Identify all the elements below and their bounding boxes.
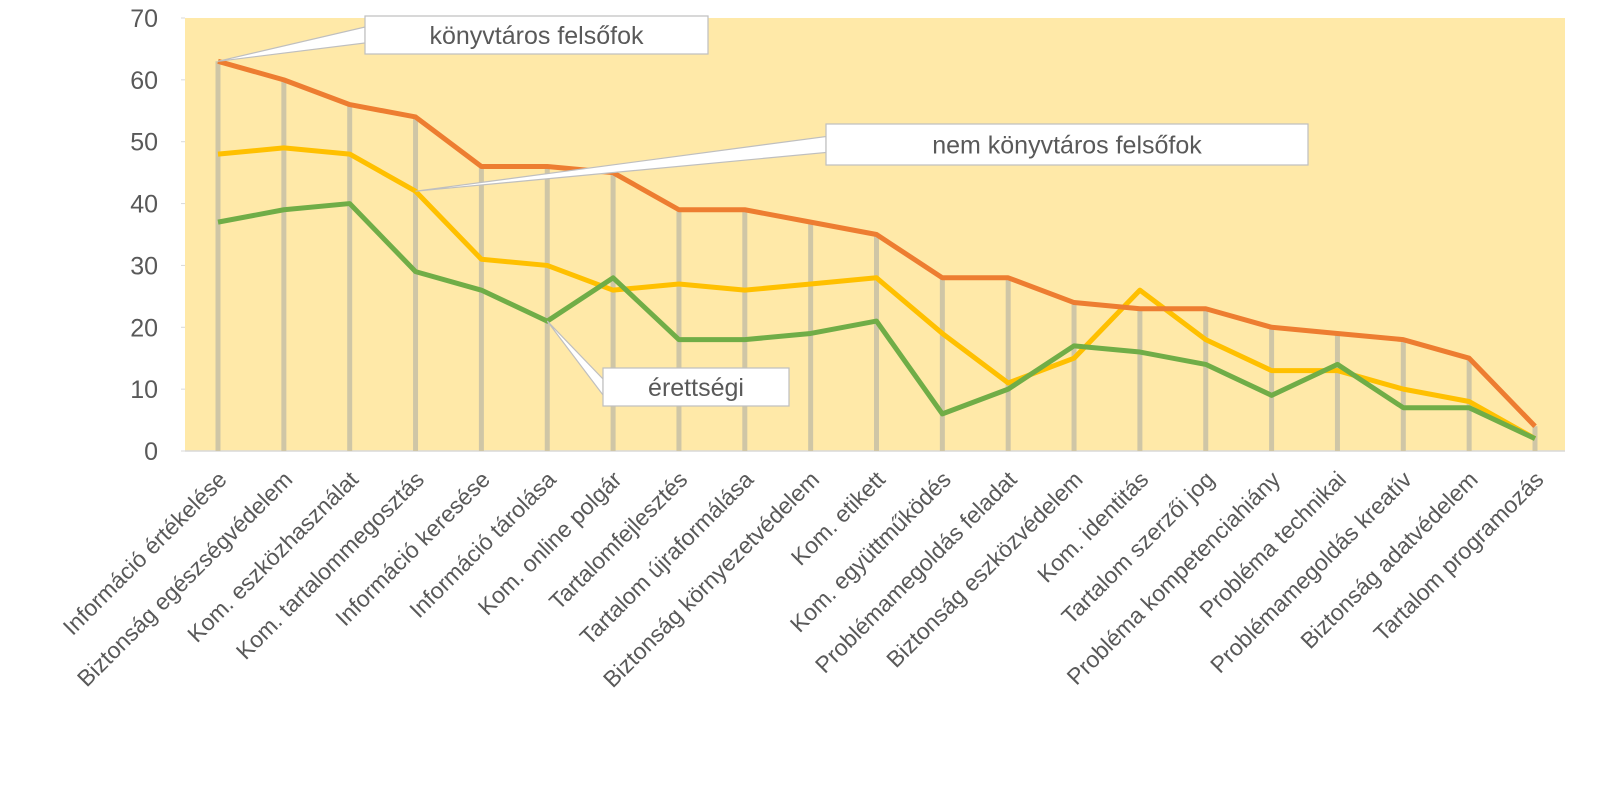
callout-label: nem könyvtáros felsőfok <box>932 132 1202 160</box>
y-tick-label: 30 <box>130 252 158 280</box>
y-tick-label: 50 <box>130 129 158 157</box>
callout-label: érettségi <box>648 374 744 402</box>
series-line <box>217 201 1537 441</box>
callout-label: könyvtáros felsőfok <box>430 22 644 50</box>
y-tick-label: 60 <box>130 67 158 95</box>
callout-box <box>825 123 1309 166</box>
y-tick-label: 20 <box>130 314 158 342</box>
y-tick-label: 10 <box>130 376 158 404</box>
callout-box <box>364 15 709 55</box>
series-line <box>217 58 1537 428</box>
y-tick-label: 40 <box>130 191 158 219</box>
callout-box <box>602 367 790 407</box>
y-tick-label: 0 <box>144 438 158 466</box>
y-tick-label: 70 <box>130 5 158 33</box>
series-line <box>217 145 1537 441</box>
